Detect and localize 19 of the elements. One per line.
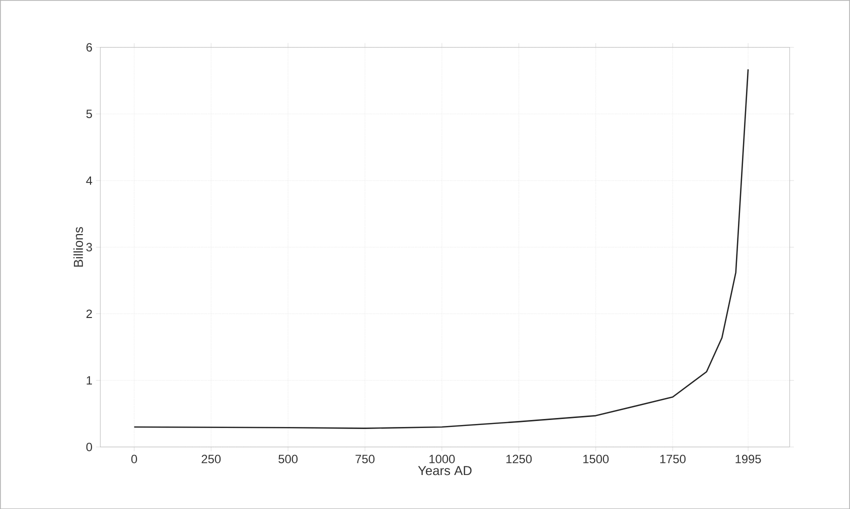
x-tick-label: 1250 (506, 454, 532, 464)
y-tick-label: 2 (86, 309, 92, 318)
y-tick-label: 3 (86, 242, 92, 252)
x-tick-label: 1500 (583, 454, 609, 464)
x-tick-label: 0 (131, 454, 138, 464)
y-axis-title: Billions (73, 226, 83, 267)
y-tick-label: 0 (86, 442, 92, 452)
x-tick-label: 1750 (660, 454, 686, 464)
y-tick-label: 5 (86, 110, 92, 118)
x-tick-label: 750 (356, 454, 375, 464)
y-tick-label: 4 (86, 176, 92, 185)
x-axis-title: Years AD (418, 466, 472, 476)
x-tick-label: 250 (202, 454, 221, 464)
line-series (134, 68, 749, 429)
x-tick-label: 1000 (429, 454, 455, 464)
x-tick-label: 1995 (736, 454, 761, 464)
x-tick-label: 500 (278, 454, 298, 464)
y-tick-label: 6 (86, 42, 92, 52)
y-tick-label: 1 (86, 376, 92, 384)
